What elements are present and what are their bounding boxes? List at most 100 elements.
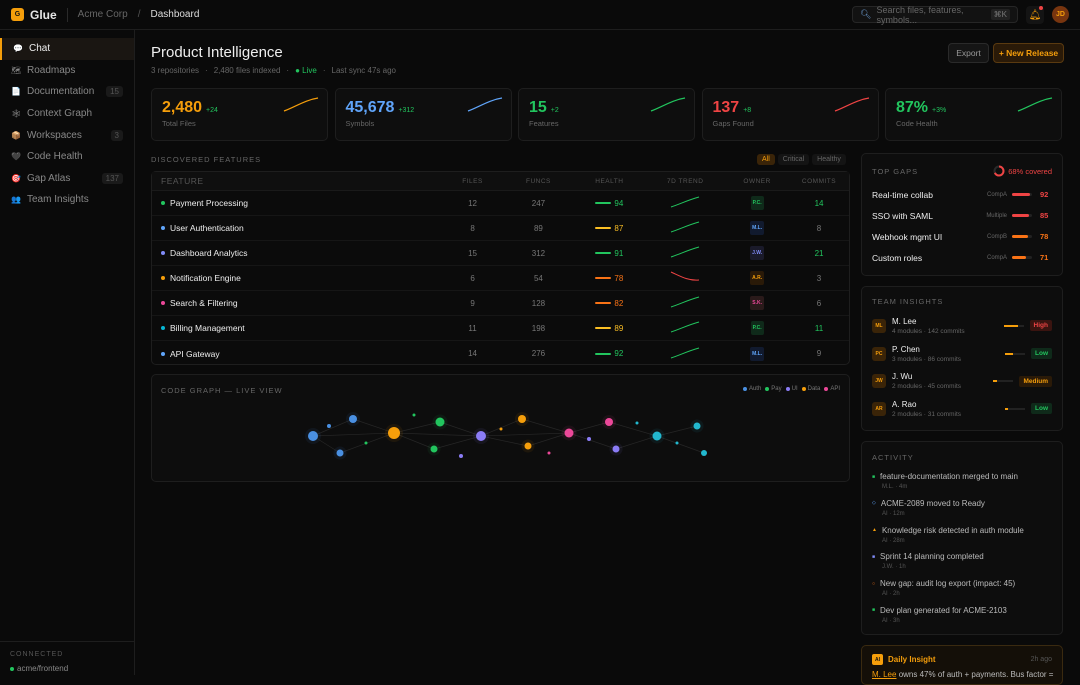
graph-node[interactable] — [412, 413, 416, 417]
activity-text: ACME-2089 moved to Ready — [880, 498, 985, 508]
activity-item[interactable]: ▲ Knowledge risk detected in auth module A… — [862, 526, 1062, 553]
activity-item[interactable]: ■ feature-documentation merged to main M.L… — [862, 472, 1062, 499]
owner-badge[interactable]: M.L. — [750, 346, 765, 361]
trend-sparkline — [671, 196, 700, 208]
graph-node[interactable] — [605, 418, 613, 426]
team-insights-icon: 👥 — [11, 195, 21, 205]
stat-delta: +24 — [206, 107, 218, 114]
daily-insight-card[interactable]: AI Daily Insight 2h ago M. Lee owns 47% … — [861, 645, 1063, 685]
graph-node[interactable] — [701, 450, 707, 456]
filter-critical[interactable]: Critical — [777, 154, 810, 165]
sidebar-item-code-health[interactable]: 🖤 Code Health — [0, 146, 134, 168]
owner-badge[interactable]: P.C. — [750, 321, 764, 335]
activity-item[interactable]: ■ Dev plan generated for ACME-2103 AI · 3h — [862, 606, 1062, 633]
table-row[interactable]: Billing Management 11 198 89 P.C. 11 — [152, 316, 849, 341]
new-release-button[interactable]: + New Release — [993, 43, 1064, 63]
sidebar-item-chat[interactable]: 💬 Chat — [0, 38, 134, 60]
graph-node[interactable] — [327, 424, 331, 428]
health-bar — [595, 277, 612, 279]
filter-healthy[interactable]: Healthy — [812, 154, 846, 165]
table-row[interactable]: Payment Processing 12 247 94 P.C. 14 — [152, 191, 849, 216]
graph-node[interactable] — [308, 431, 318, 441]
sidebar-item-gap-atlas[interactable]: 🎯 Gap Atlas 137 — [0, 168, 134, 190]
stat-label: Gaps Found — [712, 119, 754, 128]
breadcrumb-org[interactable]: Acme Corp — [77, 9, 128, 20]
owner-badge[interactable]: J.W. — [750, 246, 765, 260]
gap-item[interactable]: Custom roles CompA 71 — [862, 247, 1062, 268]
team-member[interactable]: JW J. Wu 2 modules · 45 commits Medium — [862, 367, 1062, 395]
graph-node[interactable] — [518, 415, 526, 423]
graph-node[interactable] — [430, 445, 438, 453]
gap-item[interactable]: SSO with SAML Multiple 85 — [862, 205, 1062, 226]
gap-item[interactable]: Webhook mgmt UI CompB 78 — [862, 226, 1062, 247]
gap-item[interactable]: Real-time collab CompA 92 — [862, 184, 1062, 205]
sidebar-item-label: Roadmaps — [27, 64, 76, 76]
team-member[interactable]: PC P. Chen 3 modules · 86 commits Low — [862, 340, 1062, 368]
stat-card-features[interactable]: 15 +2 Features — [518, 88, 695, 141]
graph-node[interactable] — [364, 441, 368, 445]
graph-node[interactable] — [547, 451, 551, 455]
stat-card-symbols[interactable]: 45,678 +312 Symbols — [334, 88, 512, 141]
user-avatar[interactable]: JD — [1052, 6, 1069, 23]
graph-node[interactable] — [635, 421, 639, 425]
graph-edge — [656, 435, 705, 454]
repo-count: 3 repositories — [151, 66, 200, 75]
activity-item[interactable]: ■ Sprint 14 planning completed J.W. · 1h — [862, 552, 1062, 579]
feature-dot — [161, 201, 165, 205]
column-funcs: FUNCS — [526, 177, 551, 185]
graph-node[interactable] — [652, 431, 662, 441]
graph-node[interactable] — [388, 427, 400, 439]
stat-card-code-health[interactable]: 87% +3% Code Health — [885, 88, 1062, 141]
owner-badge[interactable]: S.K. — [750, 296, 764, 310]
stat-label: Code Health — [896, 119, 938, 128]
graph-node[interactable] — [612, 445, 620, 453]
graph-node[interactable] — [693, 422, 701, 430]
graph-node[interactable] — [524, 442, 532, 450]
sidebar-item-workspaces[interactable]: 📦 Workspaces 3 — [0, 124, 134, 146]
table-row[interactable]: API Gateway 14 276 92 M.L. 9 — [152, 341, 849, 366]
owner-badge[interactable]: M.L. — [750, 221, 765, 235]
notifications-button[interactable]: 🔔︎ — [1026, 6, 1044, 24]
graph-node[interactable] — [587, 437, 591, 441]
graph-node[interactable] — [435, 417, 445, 427]
filter-all[interactable]: All — [757, 154, 775, 165]
member-avatar: ML — [872, 318, 886, 333]
gap-name: Webhook mgmt UI — [872, 231, 943, 242]
table-row[interactable]: Search & Filtering 9 128 82 S.K. 6 — [152, 291, 849, 316]
sidebar-item-roadmaps[interactable]: 🗺 Roadmaps — [0, 60, 134, 82]
table-row[interactable]: Dashboard Analytics 15 312 91 J.W. 21 — [152, 241, 849, 266]
graph-node[interactable] — [476, 431, 486, 441]
sidebar-item-context-graph[interactable]: 🕸 Context Graph — [0, 103, 134, 125]
stat-card-gaps-found[interactable]: 137 +8 Gaps Found — [701, 88, 879, 141]
sidebar-item-team-insights[interactable]: 👥 Team Insights — [0, 189, 134, 211]
page-title: Product Intelligence — [151, 44, 283, 61]
roadmaps-icon: 🗺 — [11, 65, 22, 75]
sidebar-item-documentation[interactable]: 📄 Documentation 15 — [0, 81, 134, 103]
owner-badge[interactable]: P.C. — [750, 196, 764, 210]
search-input[interactable]: 🔍︎ Search files, features, symbols... ⌘K — [852, 5, 1018, 25]
trend-sparkline — [671, 246, 700, 258]
stat-card-total-files[interactable]: 2,480 +24 Total Files — [151, 88, 328, 141]
graph-node[interactable] — [459, 454, 463, 458]
code-graph[interactable] — [152, 375, 851, 483]
activity-item[interactable]: ○ New gap: audit log export (impact: 45) A… — [862, 579, 1062, 606]
graph-node[interactable] — [564, 428, 574, 438]
graph-node[interactable] — [349, 415, 357, 423]
table-row[interactable]: Notification Engine 6 54 78 A.R. 3 — [152, 266, 849, 291]
activity-item[interactable]: ◇ ACME-2089 moved to Ready AI · 12m — [862, 499, 1062, 526]
stat-delta: +3% — [932, 107, 947, 114]
graph-node[interactable] — [675, 441, 679, 445]
feature-name: Dashboard Analytics — [170, 248, 248, 258]
connected-repo[interactable]: acme/frontend — [10, 664, 125, 673]
graph-node[interactable] — [336, 449, 344, 457]
graph-node[interactable] — [499, 427, 503, 431]
sparkline — [283, 97, 319, 112]
table-row[interactable]: User Authentication 8 89 87 M.L. 8 — [152, 216, 849, 241]
owner-badge[interactable]: A.R. — [750, 271, 765, 285]
ownership-bar — [1003, 324, 1024, 327]
team-member[interactable]: ML M. Lee 4 modules · 142 commits High — [862, 312, 1062, 340]
search-icon: 🔍︎ — [860, 9, 872, 19]
export-button[interactable]: Export — [948, 43, 989, 63]
chat-icon: 💬 — [13, 44, 23, 54]
team-member[interactable]: AR A. Rao 2 modules · 31 commits Low — [862, 395, 1062, 423]
